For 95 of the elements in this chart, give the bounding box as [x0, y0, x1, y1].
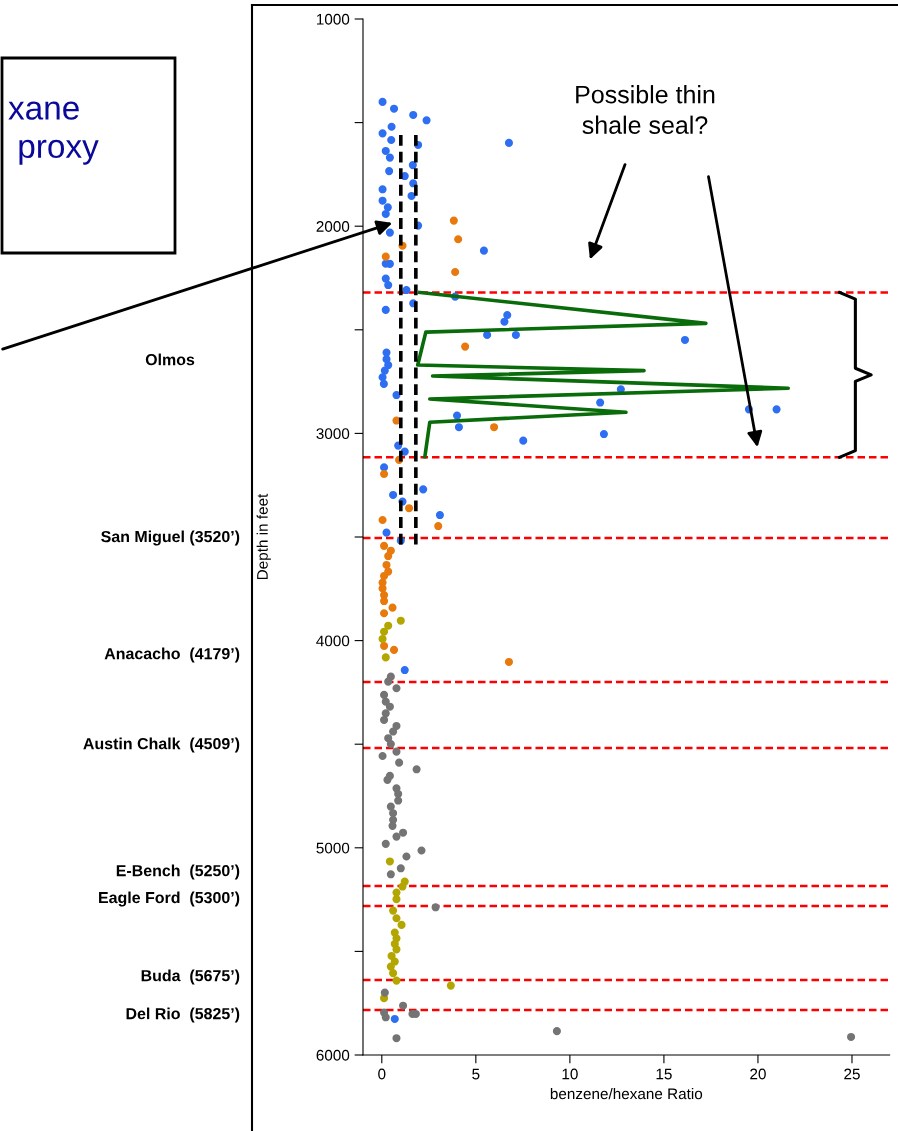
point: [392, 721, 401, 731]
point: [392, 914, 401, 923]
point: [381, 839, 390, 848]
y-tick-label: 4000: [316, 635, 350, 647]
point: [380, 641, 389, 651]
x-tick-label: 10: [562, 1068, 578, 1080]
y-tick-label: 3000: [316, 428, 350, 440]
text: xane proxy: [8, 101, 99, 165]
point: [389, 809, 398, 818]
point: [380, 988, 389, 997]
point: [490, 423, 499, 432]
point: [389, 906, 398, 915]
x-tick-label: 20: [750, 1068, 766, 1080]
text: Eagle Ford (5300’): [99, 891, 240, 907]
x-axis-title: benzene/hexane Ratio: [550, 1087, 703, 1100]
point: [392, 895, 401, 904]
point: [454, 235, 463, 244]
point: [383, 775, 392, 784]
point: [392, 747, 401, 756]
point: [381, 653, 390, 662]
text: E-Bench (5250’): [116, 864, 240, 880]
point: [384, 734, 393, 743]
point: [388, 603, 397, 612]
point: [388, 821, 397, 830]
text: Del Rio (5825’): [126, 1007, 240, 1023]
point: [552, 1027, 561, 1036]
point: [378, 751, 387, 761]
point: [378, 634, 387, 643]
point: [396, 864, 405, 873]
point: [385, 857, 394, 866]
point: [389, 645, 399, 654]
point: [412, 765, 421, 774]
point: [399, 1001, 408, 1010]
point: [504, 657, 513, 666]
point: [381, 709, 390, 718]
point: [392, 684, 401, 693]
point: [392, 945, 401, 954]
x-tick-label: 25: [844, 1068, 860, 1080]
point: [847, 1032, 856, 1042]
point: [386, 739, 395, 749]
y-tick-label: 2000: [316, 221, 350, 232]
point: [381, 697, 390, 706]
point: [380, 627, 389, 636]
point: [384, 621, 393, 630]
point: [384, 677, 393, 686]
point: [380, 609, 389, 618]
point: [395, 758, 404, 767]
point: [381, 252, 390, 261]
point: [451, 267, 460, 277]
point: [446, 981, 455, 990]
point: [382, 560, 391, 570]
point: [380, 690, 389, 699]
point: [402, 852, 411, 861]
point: [392, 832, 401, 841]
text: San Miguel (3520’): [101, 530, 240, 546]
x-tick-label: 0: [378, 1068, 386, 1080]
point: [394, 796, 403, 805]
text: Olmos: [145, 353, 195, 366]
y-tick-label: 5000: [316, 842, 350, 854]
point: [380, 541, 389, 550]
y-tick-label: 6000: [316, 1049, 350, 1061]
text: Buda (5675’): [141, 969, 240, 985]
text: Austin Chalk (4509’): [83, 737, 240, 753]
point: [378, 515, 387, 525]
point: [394, 789, 403, 798]
point: [405, 504, 414, 513]
point: [386, 802, 395, 811]
point: [399, 828, 408, 837]
point: [431, 903, 440, 912]
point: [434, 521, 443, 531]
y-axis-title: Depth in feet: [256, 493, 271, 580]
text: Anacacho (4179’): [104, 647, 240, 663]
x-tick-label: 15: [656, 1068, 672, 1080]
point: [386, 962, 395, 971]
annotation: Possible thin shale seal?: [576, 85, 715, 134]
point: [386, 870, 395, 879]
point: [380, 715, 389, 725]
point: [392, 1034, 401, 1043]
point: [397, 920, 406, 929]
point: [392, 976, 401, 985]
point: [389, 727, 398, 736]
point: [396, 616, 405, 625]
point: [385, 702, 394, 711]
point: [389, 969, 398, 978]
line-series: [415, 290, 791, 459]
point: [380, 571, 389, 580]
point: [380, 469, 389, 479]
point: [381, 1013, 390, 1022]
point: [461, 342, 470, 351]
point: [449, 216, 458, 225]
point: [417, 846, 426, 855]
point: [384, 552, 393, 561]
x-tick-label: 5: [472, 1068, 480, 1080]
y-tick-label: 1000: [316, 13, 350, 25]
point: [398, 882, 407, 891]
